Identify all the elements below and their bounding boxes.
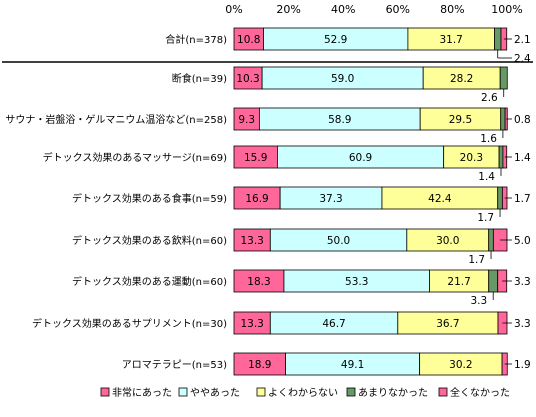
bar-segment bbox=[488, 228, 494, 252]
data-label: 10.3 bbox=[236, 73, 259, 85]
data-label: 3.3 bbox=[514, 276, 531, 288]
data-label: 21.7 bbox=[447, 276, 470, 288]
category-label: 断食(n=39) bbox=[172, 72, 227, 85]
data-label: 60.9 bbox=[349, 152, 372, 164]
category-label: デトックス効果のあるマッサージ(n=69) bbox=[43, 151, 227, 164]
category-label: サウナ・岩盤浴・ゲルマニウム温浴など(n=258) bbox=[5, 113, 227, 126]
data-label: 13.3 bbox=[240, 318, 263, 330]
legend-swatch bbox=[438, 387, 448, 397]
data-label: 16.9 bbox=[245, 193, 268, 205]
data-label: 5.0 bbox=[514, 235, 531, 247]
data-label: 3.3 bbox=[471, 295, 488, 307]
data-label: 9.3 bbox=[238, 114, 255, 126]
bar-segment bbox=[500, 107, 506, 131]
data-label: 28.2 bbox=[450, 73, 473, 85]
data-label: 37.3 bbox=[319, 193, 342, 205]
legend-label: よくわからない bbox=[268, 387, 338, 399]
data-label: 53.3 bbox=[345, 276, 368, 288]
category-label: アロマテラピー(n=53) bbox=[122, 359, 227, 371]
data-label: 1.7 bbox=[468, 254, 485, 266]
data-label: 18.9 bbox=[248, 359, 271, 371]
bar-segment bbox=[497, 186, 503, 210]
data-label: 30.2 bbox=[449, 359, 472, 371]
data-label: 1.7 bbox=[477, 212, 494, 224]
data-label: 31.7 bbox=[439, 34, 462, 46]
x-tick-label: 80% bbox=[440, 3, 464, 16]
data-label: 0.8 bbox=[514, 114, 531, 126]
x-tick-label: 40% bbox=[331, 3, 355, 16]
x-tick-label: 0% bbox=[225, 3, 242, 16]
data-label: 42.4 bbox=[428, 193, 452, 205]
legend-label: ややあった bbox=[190, 387, 240, 399]
data-label: 15.9 bbox=[244, 152, 267, 164]
category-label: デトックス効果のある運動(n=60) bbox=[72, 275, 227, 288]
category-label: 合計(n=378) bbox=[165, 33, 227, 46]
data-label: 10.8 bbox=[237, 34, 260, 46]
data-label: 13.3 bbox=[240, 235, 263, 247]
data-label: 20.3 bbox=[460, 152, 483, 164]
data-label: 58.9 bbox=[328, 114, 351, 126]
data-label: 3.3 bbox=[514, 318, 531, 330]
data-label: 59.0 bbox=[331, 73, 354, 85]
data-label: 46.7 bbox=[322, 318, 345, 330]
data-label: 2.1 bbox=[514, 34, 531, 46]
data-label: 50.0 bbox=[327, 235, 350, 247]
bar-segment bbox=[494, 27, 502, 51]
data-label: 30.0 bbox=[436, 235, 459, 247]
data-label: 1.4 bbox=[514, 152, 531, 164]
data-label: 18.3 bbox=[247, 276, 270, 288]
bar-segment bbox=[488, 269, 499, 293]
data-label: 29.5 bbox=[449, 114, 472, 126]
legend-swatch bbox=[346, 387, 356, 397]
data-label: 52.9 bbox=[324, 34, 347, 46]
bar-segment bbox=[499, 66, 508, 90]
bar-segment bbox=[498, 145, 504, 169]
x-tick-label: 60% bbox=[386, 3, 410, 16]
category-label: デトックス効果のある飲料(n=60) bbox=[72, 234, 227, 247]
legend-swatch bbox=[100, 387, 110, 397]
legend-label: 非常にあった bbox=[112, 386, 172, 399]
category-label: デトックス効果のある食事(n=59) bbox=[72, 192, 227, 205]
legend-swatch bbox=[256, 387, 266, 397]
data-label: 1.4 bbox=[478, 171, 495, 183]
legend-swatch bbox=[178, 387, 188, 397]
data-label: 1.7 bbox=[514, 193, 531, 205]
legend-label: 全くなかった bbox=[450, 386, 510, 399]
data-label: 36.7 bbox=[436, 318, 459, 330]
data-label: 1.6 bbox=[480, 133, 497, 145]
x-tick-label: 20% bbox=[276, 3, 300, 16]
data-label: 1.9 bbox=[514, 359, 531, 371]
legend-label: あまりなかった bbox=[358, 387, 428, 399]
data-label: 2.4 bbox=[514, 53, 531, 65]
x-tick-label: 100% bbox=[491, 3, 522, 16]
data-label: 2.6 bbox=[481, 92, 498, 104]
category-label: デトックス効果のあるサプリメント(n=30) bbox=[32, 317, 227, 330]
data-label: 49.1 bbox=[341, 359, 364, 371]
